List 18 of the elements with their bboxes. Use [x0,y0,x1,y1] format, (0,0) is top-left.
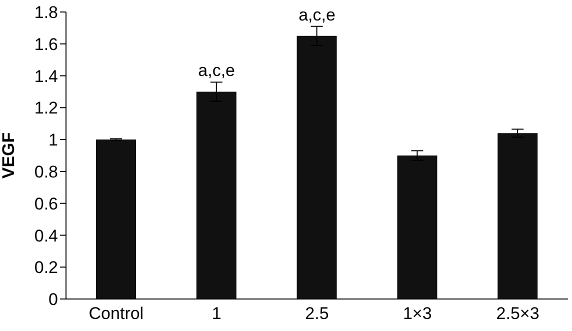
x-tick-label: Control [88,304,144,324]
y-tick-label: 0.8 [34,162,58,182]
y-tick-label: 1 [48,130,58,150]
x-tick-label: 1×3 [402,304,432,324]
y-tick-label: 1.6 [34,34,58,54]
y-tick-label: 0.2 [34,258,58,278]
annotation: a,c,e [298,5,336,24]
x-tick-label: 2.5 [305,304,329,324]
y-tick-label: 0.6 [34,194,58,214]
y-tick-label: 0.4 [34,226,58,246]
y-axis-title: VEGF [0,132,18,179]
x-tick-label: 1 [212,304,222,324]
annotation: a,c,e [198,61,236,80]
x-tick-label: 2.5×3 [496,304,540,324]
y-tick-label: 1.2 [34,98,58,118]
y-tick-label: 0 [48,290,58,310]
y-tick-label: 1.8 [34,3,58,22]
y-tick-label: 1.4 [34,66,58,86]
